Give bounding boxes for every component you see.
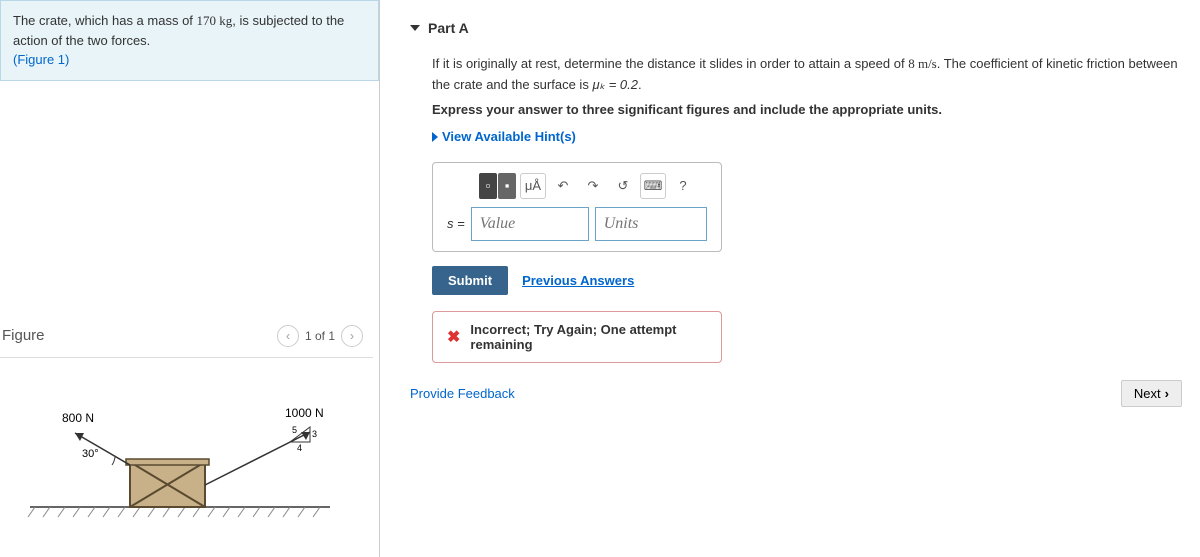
question-text: If it is originally at rest, determine t… bbox=[432, 54, 1182, 96]
keyboard-button[interactable]: ⌨ bbox=[640, 173, 666, 199]
figure-prev-button[interactable]: ‹ bbox=[277, 325, 299, 347]
provide-feedback-link[interactable]: Provide Feedback bbox=[410, 386, 515, 401]
svg-text:3: 3 bbox=[312, 429, 317, 439]
svg-text:5: 5 bbox=[292, 425, 297, 435]
figure-link[interactable]: (Figure 1) bbox=[13, 52, 69, 67]
svg-text:30°: 30° bbox=[82, 448, 99, 460]
figure-next-button[interactable]: › bbox=[341, 325, 363, 347]
variable-label: s = bbox=[447, 216, 465, 231]
feedback-message: ✖ Incorrect; Try Again; One attempt rema… bbox=[432, 311, 722, 363]
previous-answers-link[interactable]: Previous Answers bbox=[522, 273, 634, 288]
submit-button[interactable]: Submit bbox=[432, 266, 508, 295]
figure-diagram: 800 N 30° 1000 N 3 4 5 bbox=[0, 358, 379, 557]
svg-text:800 N: 800 N bbox=[62, 411, 94, 425]
template-icon[interactable]: ▫ bbox=[479, 173, 497, 199]
incorrect-icon: ✖ bbox=[447, 327, 460, 347]
problem-statement: The crate, which has a mass of 170 kg, i… bbox=[0, 0, 379, 81]
undo-button[interactable]: ↶ bbox=[550, 173, 576, 199]
answer-instruction: Express your answer to three significant… bbox=[432, 102, 1182, 117]
svg-text:1000 N: 1000 N bbox=[285, 406, 324, 420]
svg-text:4: 4 bbox=[297, 443, 302, 453]
view-hints-link[interactable]: View Available Hint(s) bbox=[432, 129, 1182, 144]
template2-icon[interactable]: ▪ bbox=[498, 173, 516, 199]
part-collapse-icon[interactable] bbox=[410, 25, 420, 31]
figure-pager-text: 1 of 1 bbox=[305, 329, 335, 343]
reset-button[interactable]: ↺ bbox=[610, 173, 636, 199]
problem-text-1: The crate, which has a mass of bbox=[13, 13, 197, 28]
help-button[interactable]: ? bbox=[670, 173, 696, 199]
units-input[interactable] bbox=[595, 207, 707, 241]
special-chars-button[interactable]: μÅ bbox=[520, 173, 546, 199]
next-button[interactable]: Next › bbox=[1121, 380, 1182, 407]
figure-title: Figure bbox=[2, 327, 45, 344]
value-input[interactable] bbox=[471, 207, 589, 241]
answer-box: ▫ ▪ μÅ ↶ ↷ ↺ ⌨ ? s = bbox=[432, 162, 722, 252]
problem-mass: 170 kg bbox=[197, 13, 233, 28]
feedback-text: Incorrect; Try Again; One attempt remain… bbox=[470, 322, 707, 352]
part-label: Part A bbox=[428, 20, 469, 36]
redo-button[interactable]: ↷ bbox=[580, 173, 606, 199]
